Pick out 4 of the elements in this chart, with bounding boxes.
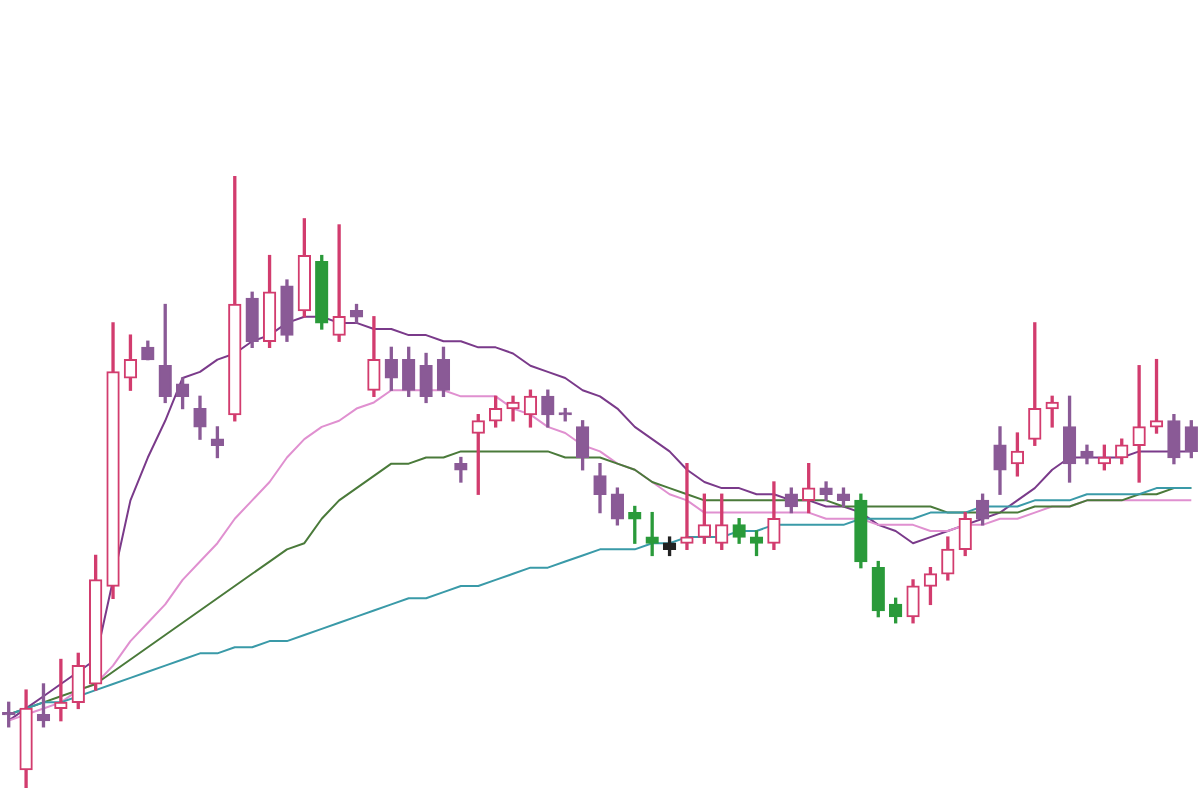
candlestick [1132,365,1146,483]
candlestick [54,658,68,722]
candlestick [680,462,694,550]
candlestick [332,224,346,342]
